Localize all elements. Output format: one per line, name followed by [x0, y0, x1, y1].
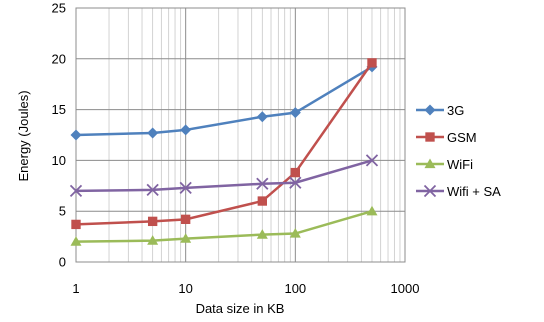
x-tick-label: 1000 — [391, 281, 420, 296]
data-point — [256, 111, 268, 123]
y-tick-label: 0 — [59, 255, 66, 270]
data-point — [257, 196, 267, 206]
data-point — [290, 167, 301, 178]
y-tick-label: 20 — [52, 51, 66, 66]
legend-item: 3G — [416, 103, 464, 118]
data-point — [71, 219, 81, 230]
data-point — [289, 228, 301, 238]
legend-item: GSM — [416, 130, 477, 145]
x-axis-title: Data size in KB — [196, 301, 285, 316]
y-tick-label: 15 — [52, 102, 66, 117]
x-tick-label: 100 — [284, 281, 306, 296]
legend-item: WiFi — [416, 157, 473, 172]
series-line — [75, 159, 373, 193]
data-point — [70, 236, 82, 246]
data-point — [424, 158, 436, 169]
data-point — [425, 132, 435, 142]
data-point — [289, 107, 301, 119]
gridlines — [75, 7, 406, 263]
y-tick-label: 5 — [59, 204, 66, 219]
data-point — [289, 176, 302, 189]
legend-label: GSM — [447, 130, 477, 145]
series-wifi-sa — [69, 154, 379, 198]
data-point — [424, 104, 436, 116]
plot-area-border — [75, 7, 406, 263]
y-tick-label: 25 — [52, 1, 66, 16]
x-tick-label: 10 — [178, 281, 192, 296]
data-point — [180, 124, 192, 136]
data-point — [70, 129, 82, 141]
data-point — [256, 229, 268, 239]
data-point — [180, 214, 191, 225]
data-point — [147, 235, 159, 245]
tick-labels: 0 5 10 15 20 25 1 10 100 1000 — [52, 1, 420, 297]
series-3g — [70, 61, 378, 141]
data-point — [423, 184, 437, 198]
data-point — [146, 183, 159, 197]
series-line — [75, 62, 374, 226]
data-series — [69, 58, 379, 246]
series-gsm — [71, 58, 377, 230]
series-wifi — [70, 205, 378, 246]
data-point — [179, 181, 192, 194]
series-line — [75, 65, 373, 137]
legend-label: 3G — [447, 103, 464, 118]
legend: 3G GSM WiFi Wifi + SA — [416, 103, 501, 199]
legend-label: WiFi — [447, 157, 473, 172]
data-point — [180, 233, 192, 243]
data-point — [147, 216, 158, 227]
y-axis-title: Energy (Joules) — [16, 90, 31, 181]
data-point — [256, 177, 269, 190]
data-point — [69, 184, 83, 198]
series-line — [75, 209, 373, 243]
data-point — [366, 205, 378, 216]
x-tick-label: 1 — [72, 281, 79, 296]
data-point — [367, 58, 377, 68]
legend-label: Wifi + SA — [447, 184, 501, 199]
y-tick-label: 10 — [52, 153, 66, 168]
data-point — [365, 154, 379, 167]
data-point — [147, 127, 159, 139]
legend-item: Wifi + SA — [416, 184, 501, 199]
